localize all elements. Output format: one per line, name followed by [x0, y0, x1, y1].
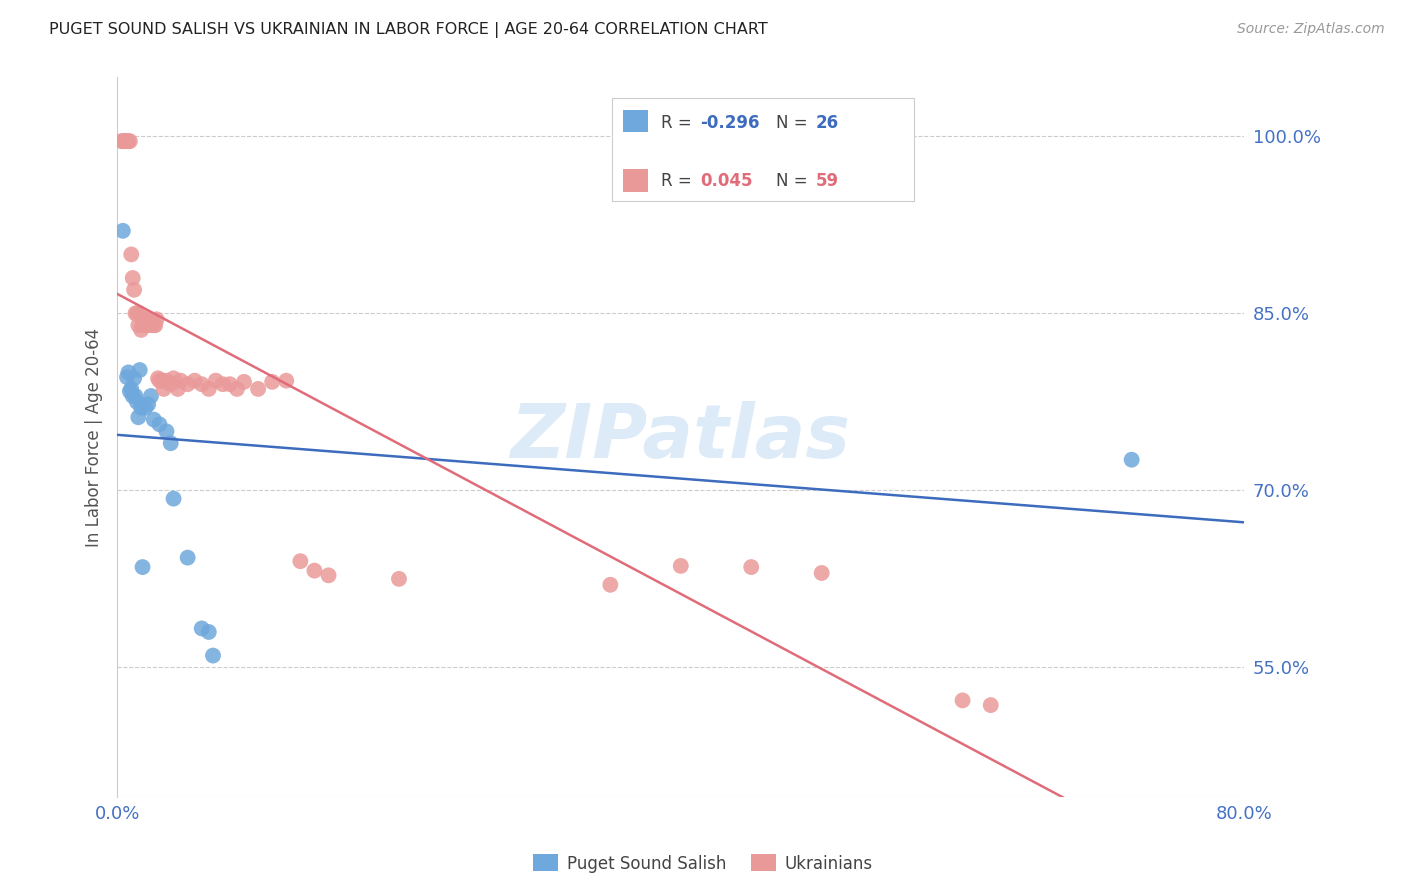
Point [111, 224, 134, 238]
Point [304, 564, 326, 578]
Point [247, 382, 270, 396]
Point [152, 382, 174, 396]
Point [318, 568, 340, 582]
Point [952, 693, 974, 707]
Point [276, 374, 298, 388]
Point [290, 554, 312, 568]
Point [129, 323, 152, 337]
Point [139, 389, 162, 403]
Point [810, 566, 832, 580]
Point [141, 315, 163, 329]
Point [150, 374, 173, 388]
Point [131, 318, 153, 333]
Point [169, 374, 191, 388]
Point [127, 318, 149, 333]
Point [111, 134, 134, 148]
Point [148, 374, 170, 388]
Point [1121, 452, 1143, 467]
Point [166, 382, 188, 396]
Point [121, 271, 143, 285]
Point [134, 315, 156, 329]
Y-axis label: In Labor Force | Age 20-64: In Labor Force | Age 20-64 [86, 327, 103, 547]
Point [162, 371, 184, 385]
Text: 26: 26 [815, 114, 838, 132]
Point [197, 382, 219, 396]
Point [148, 417, 170, 432]
Text: Source: ZipAtlas.com: Source: ZipAtlas.com [1237, 22, 1385, 37]
Point [135, 318, 157, 333]
Text: 59: 59 [815, 172, 838, 190]
Point [115, 370, 138, 384]
Text: N =: N = [776, 114, 813, 132]
Point [120, 382, 142, 396]
Point [262, 375, 284, 389]
Point [142, 412, 165, 426]
Point [145, 312, 167, 326]
Point [162, 491, 184, 506]
Point [128, 306, 150, 320]
Point [740, 560, 762, 574]
Point [183, 374, 205, 388]
Point [155, 374, 177, 388]
Point [118, 384, 141, 399]
Point [124, 389, 146, 403]
Point [201, 648, 224, 663]
Point [980, 698, 1002, 712]
Point [118, 134, 141, 148]
Point [136, 312, 159, 326]
Point [115, 134, 138, 148]
Point [128, 363, 150, 377]
Point [115, 134, 138, 148]
Point [112, 134, 135, 148]
Point [155, 425, 177, 439]
Point [219, 377, 242, 392]
Point [190, 377, 212, 392]
Point [121, 389, 143, 403]
Point [143, 318, 166, 333]
Text: -0.296: -0.296 [700, 114, 759, 132]
Point [176, 550, 198, 565]
Text: ZIPatlas: ZIPatlas [510, 401, 851, 474]
Point [117, 365, 139, 379]
Point [159, 377, 181, 392]
Point [124, 306, 146, 320]
Text: PUGET SOUND SALISH VS UKRAINIAN IN LABOR FORCE | AGE 20-64 CORRELATION CHART: PUGET SOUND SALISH VS UKRAINIAN IN LABOR… [49, 22, 768, 38]
Point [142, 318, 165, 333]
Point [114, 134, 136, 148]
Point [226, 382, 249, 396]
Point [599, 578, 621, 592]
Point [204, 374, 226, 388]
Point [212, 377, 235, 392]
Point [112, 134, 135, 148]
Point [127, 410, 149, 425]
Point [190, 622, 212, 636]
Text: N =: N = [776, 172, 813, 190]
Legend: Puget Sound Salish, Ukrainians: Puget Sound Salish, Ukrainians [527, 847, 879, 880]
Point [110, 134, 132, 148]
Point [388, 572, 411, 586]
Point [139, 318, 162, 333]
Point [138, 315, 160, 329]
Point [134, 401, 156, 415]
Point [159, 436, 181, 450]
Point [136, 397, 159, 411]
Point [125, 395, 148, 409]
Point [125, 306, 148, 320]
Point [197, 624, 219, 639]
Point [669, 558, 692, 573]
Text: 0.045: 0.045 [700, 172, 752, 190]
Text: R =: R = [661, 172, 697, 190]
Point [146, 371, 169, 385]
Point [131, 560, 153, 574]
Point [129, 401, 152, 415]
Point [117, 134, 139, 148]
Point [233, 375, 256, 389]
Point [176, 377, 198, 392]
Point [122, 283, 145, 297]
Point [122, 371, 145, 385]
Point [120, 247, 142, 261]
Point [132, 312, 155, 326]
Text: R =: R = [661, 114, 697, 132]
